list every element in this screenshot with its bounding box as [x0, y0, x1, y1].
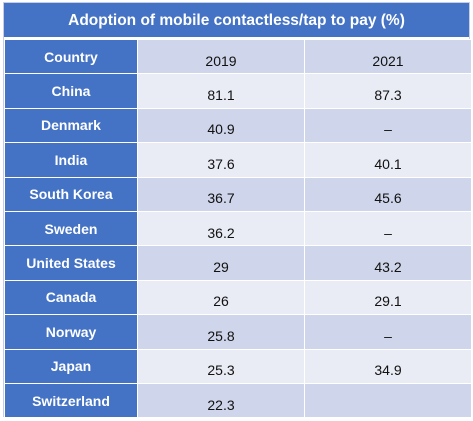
value-cell-2021: 45.6	[304, 176, 472, 212]
value-cell-2019: 40.9	[137, 107, 305, 144]
table-container: Adoption of mobile contactless/tap to pa…	[3, 2, 472, 419]
country-cell: Norway	[4, 314, 138, 350]
column-header-2019: 2019	[137, 38, 305, 75]
table-row: China 81.1 87.3	[4, 73, 472, 109]
value-cell-2021: 29.1	[304, 279, 472, 316]
country-cell: Canada	[4, 279, 138, 316]
value-cell-2021: –	[304, 210, 472, 247]
value-text: 25.3	[207, 362, 235, 379]
value-text: –	[384, 327, 392, 344]
table-row: Sweden 36.2 –	[4, 210, 472, 247]
table-row: United States 29 43.2	[4, 245, 472, 281]
value-text: –	[384, 224, 392, 241]
column-header-2021: 2021	[304, 38, 472, 75]
value-cell-2021: –	[304, 314, 472, 350]
value-text: 37.6	[207, 155, 235, 172]
table-row: Denmark 40.9 –	[4, 107, 472, 144]
country-cell: China	[4, 73, 138, 109]
country-cell: United States	[4, 245, 138, 281]
table-row: Norway 25.8 –	[4, 314, 472, 350]
data-table: Country 2019 2021 China 81.1 87.3 Denmark 40…	[4, 38, 472, 419]
value-text: 22.3	[207, 396, 235, 413]
value-cell-2021: 34.9	[304, 348, 472, 384]
country-cell: South Korea	[4, 176, 138, 212]
country-cell: India	[4, 142, 138, 178]
value-cell-2021: 87.3	[304, 73, 472, 109]
value-cell-2019: 29	[137, 245, 305, 281]
value-text: 40.9	[207, 121, 235, 138]
value-text: –	[384, 121, 392, 138]
country-cell: Denmark	[4, 107, 138, 144]
header-row: Country 2019 2021	[4, 38, 472, 75]
value-text: 87.3	[374, 87, 402, 104]
value-cell-2019: 26	[137, 279, 305, 316]
country-cell: Switzerland	[4, 382, 138, 419]
value-cell-2019: 25.3	[137, 348, 305, 384]
column-header-country: Country	[4, 38, 138, 75]
table-row: Canada 26 29.1	[4, 279, 472, 316]
value-cell-2019: 22.3	[137, 382, 305, 419]
value-cell-2019: 36.7	[137, 176, 305, 212]
value-cell-2019: 36.2	[137, 210, 305, 247]
value-text: 36.2	[207, 224, 235, 241]
value-text: 45.6	[374, 190, 402, 207]
value-cell-2019: 25.8	[137, 314, 305, 350]
value-text: 29.1	[374, 293, 402, 310]
value-text: 43.2	[374, 259, 402, 276]
value-cell-2019: 81.1	[137, 73, 305, 109]
table-row: Japan 25.3 34.9	[4, 348, 472, 384]
country-cell: Sweden	[4, 210, 138, 247]
table-title: Adoption of mobile contactless/tap to pa…	[4, 3, 469, 39]
table-row: Switzerland 22.3	[4, 382, 472, 419]
value-cell-2019: 37.6	[137, 142, 305, 178]
value-text: 29	[213, 259, 229, 276]
value-text: 25.8	[207, 327, 235, 344]
value-text: 34.9	[374, 362, 402, 379]
value-cell-2021	[304, 382, 472, 419]
table-row: India 37.6 40.1	[4, 142, 472, 178]
value-text: 81.1	[207, 87, 235, 104]
value-cell-2021: 40.1	[304, 142, 472, 178]
table-row: South Korea 36.7 45.6	[4, 176, 472, 212]
value-text: 40.1	[374, 155, 402, 172]
value-text: 36.7	[207, 190, 235, 207]
value-cell-2021: 43.2	[304, 245, 472, 281]
country-cell: Japan	[4, 348, 138, 384]
value-cell-2021: –	[304, 107, 472, 144]
value-text: 26	[213, 293, 229, 310]
